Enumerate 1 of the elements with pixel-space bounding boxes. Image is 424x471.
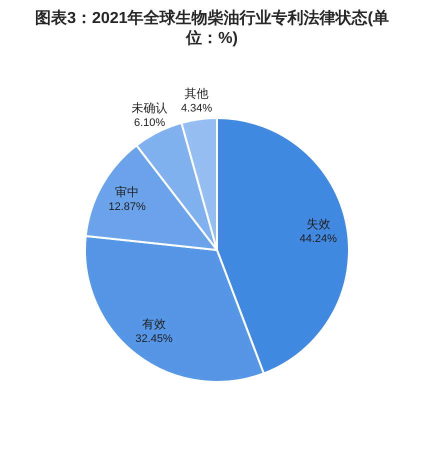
title: 图表3：2021年全球生物柴油行业专利法律状态(单位：%) <box>34 9 390 49</box>
